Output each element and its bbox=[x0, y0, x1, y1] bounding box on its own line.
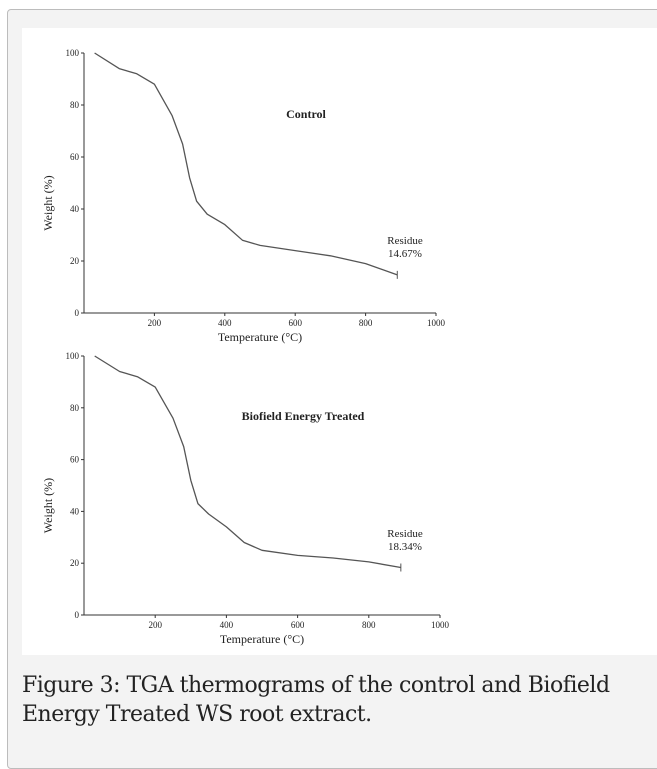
y-tick-label: 100 bbox=[66, 351, 80, 361]
y-tick-label: 0 bbox=[75, 610, 80, 620]
annotation: Control bbox=[286, 107, 326, 121]
x-tick-label: 800 bbox=[359, 318, 373, 328]
caption: Figure 3: TGA thermograms of the control… bbox=[22, 673, 610, 727]
x-tick-label: 200 bbox=[148, 620, 162, 630]
y-tick-label: 40 bbox=[70, 506, 80, 516]
y-tick-label: 20 bbox=[70, 256, 80, 266]
tga-curve bbox=[94, 355, 401, 569]
x-tick-label: 400 bbox=[218, 318, 232, 328]
y-tick-label: 60 bbox=[70, 455, 80, 465]
residue-label: Residue bbox=[387, 528, 423, 540]
x-tick-label: 600 bbox=[291, 620, 305, 630]
x-tick-label: 600 bbox=[288, 318, 302, 328]
x-tick-label: 200 bbox=[148, 318, 162, 328]
y-tick-label: 0 bbox=[75, 308, 80, 318]
x-tick-label: 800 bbox=[362, 620, 376, 630]
x-tick-label: 1000 bbox=[431, 620, 450, 630]
y-axis-title: Weight (%) bbox=[41, 478, 55, 533]
figure-image bbox=[22, 28, 657, 655]
residue-label: Residue bbox=[387, 235, 423, 247]
x-tick-label: 400 bbox=[220, 620, 234, 630]
annotation: Biofield Energy Treated bbox=[242, 409, 365, 423]
y-tick-label: 80 bbox=[70, 403, 80, 413]
x-axis-title: Temperature (°C) bbox=[218, 330, 302, 344]
x-tick-label: 1000 bbox=[427, 318, 446, 328]
y-tick-label: 20 bbox=[70, 558, 80, 568]
x-axis-title: Temperature (°C) bbox=[220, 632, 304, 646]
y-tick-label: 80 bbox=[70, 100, 80, 110]
residue-label: 18.34% bbox=[388, 541, 422, 553]
y-axis-title: Weight (%) bbox=[41, 175, 55, 230]
y-tick-label: 100 bbox=[66, 48, 80, 58]
y-tick-label: 60 bbox=[70, 152, 80, 162]
tga-curve bbox=[94, 52, 398, 276]
y-tick-label: 40 bbox=[70, 204, 80, 214]
residue-label: 14.67% bbox=[388, 248, 422, 260]
